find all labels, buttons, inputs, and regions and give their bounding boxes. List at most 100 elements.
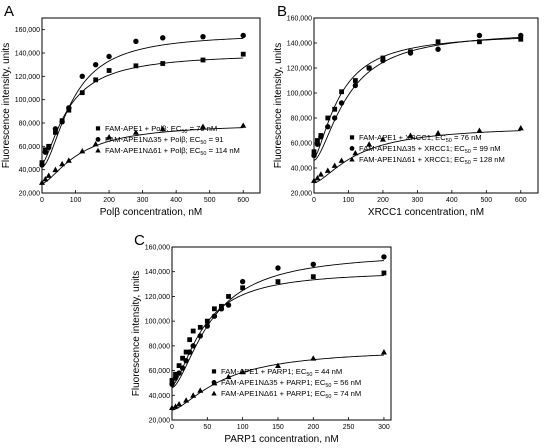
x-tick-label: 600 (515, 197, 527, 204)
legend-label: FAM-APE1NΔ61 + PARP1; EC50 = 74 nM (221, 389, 361, 400)
data-point (518, 32, 524, 39)
legend: FAM-APE1 + XRCC1; EC50 = 76 nMFAM-APE1NΔ… (349, 133, 505, 166)
x-tick-label: 0 (170, 424, 174, 431)
y-tick-label: 100,000 (287, 91, 312, 98)
data-point (352, 82, 359, 89)
data-point (190, 343, 196, 349)
y-tick-label: 80,000 (149, 343, 171, 350)
y-axis-title: Fluorescence intensity, units (131, 271, 142, 396)
x-tick-label: 400 (170, 197, 182, 204)
legend-label: FAM-APE1NΔ61 + Polβ; EC50 = 114 nM (105, 146, 240, 157)
y-tick-label: 20,000 (291, 191, 313, 198)
x-tick-label: 150 (272, 424, 284, 431)
plot-frame (41, 17, 261, 194)
x-tick-label: 500 (480, 197, 492, 204)
data-point (92, 141, 99, 147)
data-point (318, 134, 324, 140)
data-point (218, 306, 225, 312)
y-tick-label: 20,000 (149, 418, 171, 425)
data-point (310, 274, 316, 280)
data-point (435, 130, 442, 136)
x-tick-label: 600 (237, 197, 249, 204)
data-point (314, 141, 321, 147)
data-point (180, 355, 185, 361)
data-point (226, 294, 231, 299)
y-tick-label: 40,000 (149, 393, 171, 400)
y-tick-label: 160,000 (15, 27, 40, 34)
legend-label: FAM-APE1 + Polβ; EC50 = 79 nM (105, 124, 217, 135)
y-tick-label: 140,000 (145, 269, 170, 276)
data-point (315, 138, 320, 143)
data-point (211, 306, 217, 312)
data-point (352, 150, 359, 156)
y-tick-label: 100,000 (145, 319, 170, 326)
x-tick-label: 100 (70, 197, 82, 204)
y-tick-label: 100,000 (15, 97, 40, 104)
data-point (179, 365, 186, 371)
data-point (92, 61, 99, 68)
data-point (173, 371, 178, 377)
data-point (381, 270, 387, 276)
y-tick-label: 140,000 (15, 51, 40, 58)
x-tick-label: 0 (312, 197, 316, 204)
data-point (106, 68, 112, 73)
legend-marker (95, 147, 101, 153)
y-tick-label: 120,000 (145, 294, 170, 301)
x-tick-label: 200 (377, 197, 389, 204)
data-point (200, 33, 206, 40)
data-point (366, 141, 373, 147)
data-point (52, 166, 59, 173)
y-tick-label: 60,000 (19, 144, 41, 151)
panel-letter: C (134, 232, 145, 249)
data-point (160, 61, 166, 66)
data-point (435, 46, 441, 52)
data-point (325, 115, 331, 121)
data-point (93, 77, 99, 83)
y-tick-label: 40,000 (291, 166, 313, 173)
data-point (190, 392, 197, 398)
data-point (39, 162, 45, 168)
data-point (197, 324, 203, 330)
x-tick-label: 300 (137, 197, 149, 204)
data-point (239, 368, 246, 375)
plot-frame (313, 17, 539, 194)
data-point (169, 378, 175, 383)
data-point (339, 89, 344, 95)
data-point (380, 349, 387, 355)
data-point (274, 362, 281, 369)
data-point (275, 265, 281, 271)
data-point (197, 387, 204, 393)
data-point (183, 357, 189, 364)
data-point (183, 397, 190, 403)
y-tick-label: 80,000 (291, 116, 313, 123)
legend-marker (95, 126, 101, 131)
data-point (159, 125, 166, 132)
legend-marker (349, 135, 355, 140)
series-3 (39, 122, 247, 185)
data-point (476, 127, 483, 133)
data-point (310, 355, 317, 361)
fit-curve (313, 36, 521, 161)
legend-marker (349, 146, 355, 151)
y-tick-label: 80,000 (19, 121, 41, 128)
data-point (169, 381, 175, 387)
data-point (407, 132, 414, 138)
legend-label: FAM-APE1NΔ61 + XRCC1; EC50 = 128 nM (359, 155, 505, 166)
y-tick-label: 140,000 (287, 41, 312, 48)
legend-label: FAM-APE1NΔ35 + XRCC1; EC50 = 99 nM (359, 144, 501, 155)
plot-frame (171, 246, 392, 421)
data-point (66, 105, 72, 111)
y-tick-label: 160,000 (287, 16, 312, 23)
fit-curve (41, 37, 244, 168)
data-point (53, 129, 58, 135)
data-point (517, 125, 524, 131)
panel-letter: A (4, 3, 14, 20)
data-point (338, 157, 345, 163)
data-point (133, 63, 139, 69)
data-point (380, 57, 386, 64)
x-tick-label: 200 (103, 197, 115, 204)
data-point (199, 123, 206, 129)
fit-curve (313, 130, 521, 184)
data-point (311, 152, 317, 159)
